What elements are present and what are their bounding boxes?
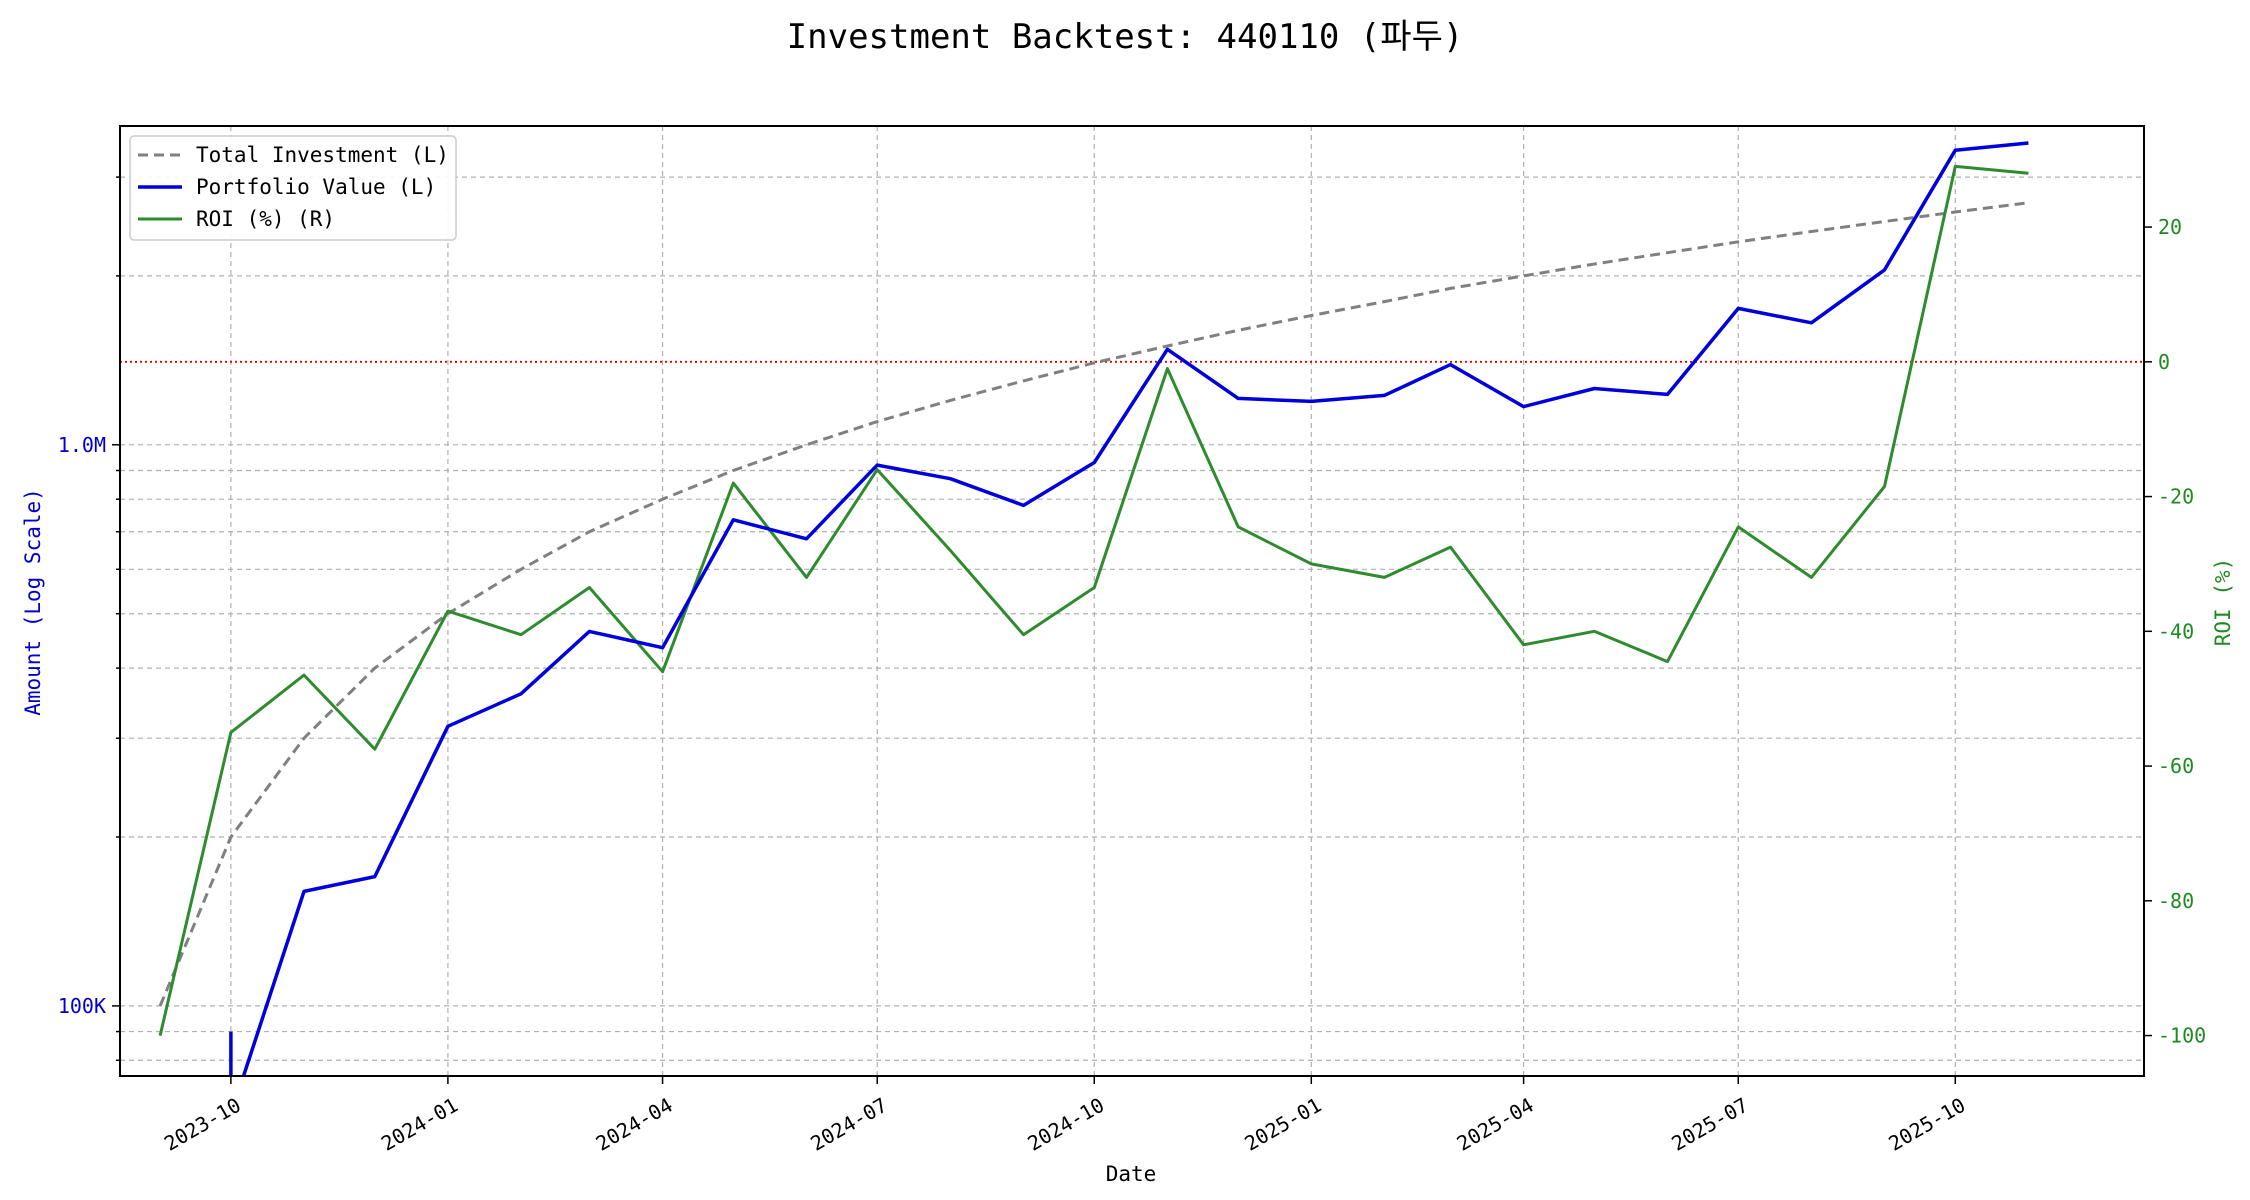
roi-line <box>158 164 2029 1036</box>
x-axis-title: Date <box>1106 1162 1157 1186</box>
portfolio-line <box>229 141 2029 1076</box>
right-tick-label: -40 <box>2158 619 2194 643</box>
plot-frame <box>119 125 2145 1077</box>
right-tick-label: -80 <box>2158 889 2194 913</box>
x-tick-label: 2024-04 <box>592 1093 677 1156</box>
x-tick-label: 2025-01 <box>1240 1093 1325 1156</box>
right-tick-label: -60 <box>2158 754 2194 778</box>
left-tick-label: 1.0M <box>58 433 106 457</box>
x-tick-label: 2024-01 <box>377 1093 462 1156</box>
left-axis-ticks: 100K 1.0M <box>58 176 120 1062</box>
legend-label-roi: ROI (%) (R) <box>196 207 335 231</box>
grid-layer <box>120 126 2144 1076</box>
x-tick-label: 2024-07 <box>806 1093 891 1156</box>
investment-line <box>158 201 2029 1007</box>
right-tick-label: 20 <box>2158 215 2182 239</box>
right-tick-label: 0 <box>2158 350 2170 374</box>
left-axis-title: Amount (Log Scale) <box>21 488 45 716</box>
legend: Total Investment (L) Portfolio Value (L)… <box>129 135 457 241</box>
left-tick-label: 100K <box>58 994 106 1018</box>
legend-label-portfolio: Portfolio Value (L) <box>196 175 436 199</box>
x-tick-label: 2023-10 <box>160 1093 245 1156</box>
right-tick-label: -100 <box>2158 1024 2206 1048</box>
right-axis-ticks: 20 0 -20 -40 -60 -80 -100 <box>2144 215 2206 1048</box>
x-tick-label: 2025-07 <box>1667 1093 1752 1156</box>
x-tick-label: 2025-04 <box>1453 1093 1538 1156</box>
right-tick-label: -20 <box>2158 485 2194 509</box>
series-layer <box>158 141 2029 1076</box>
x-axis-ticks: 2023-10 2024-01 2024-04 2024-07 2024-10 2025-… <box>160 1076 1969 1156</box>
legend-box <box>129 135 457 241</box>
legend-label-investment: Total Investment (L) <box>196 143 449 167</box>
chart-title: Investment Backtest: 440110 (파두) <box>787 17 1464 57</box>
x-tick-label: 2024-10 <box>1023 1093 1108 1156</box>
x-tick-label: 2025-10 <box>1884 1093 1969 1156</box>
right-axis-title: ROI (%) <box>2211 558 2235 647</box>
